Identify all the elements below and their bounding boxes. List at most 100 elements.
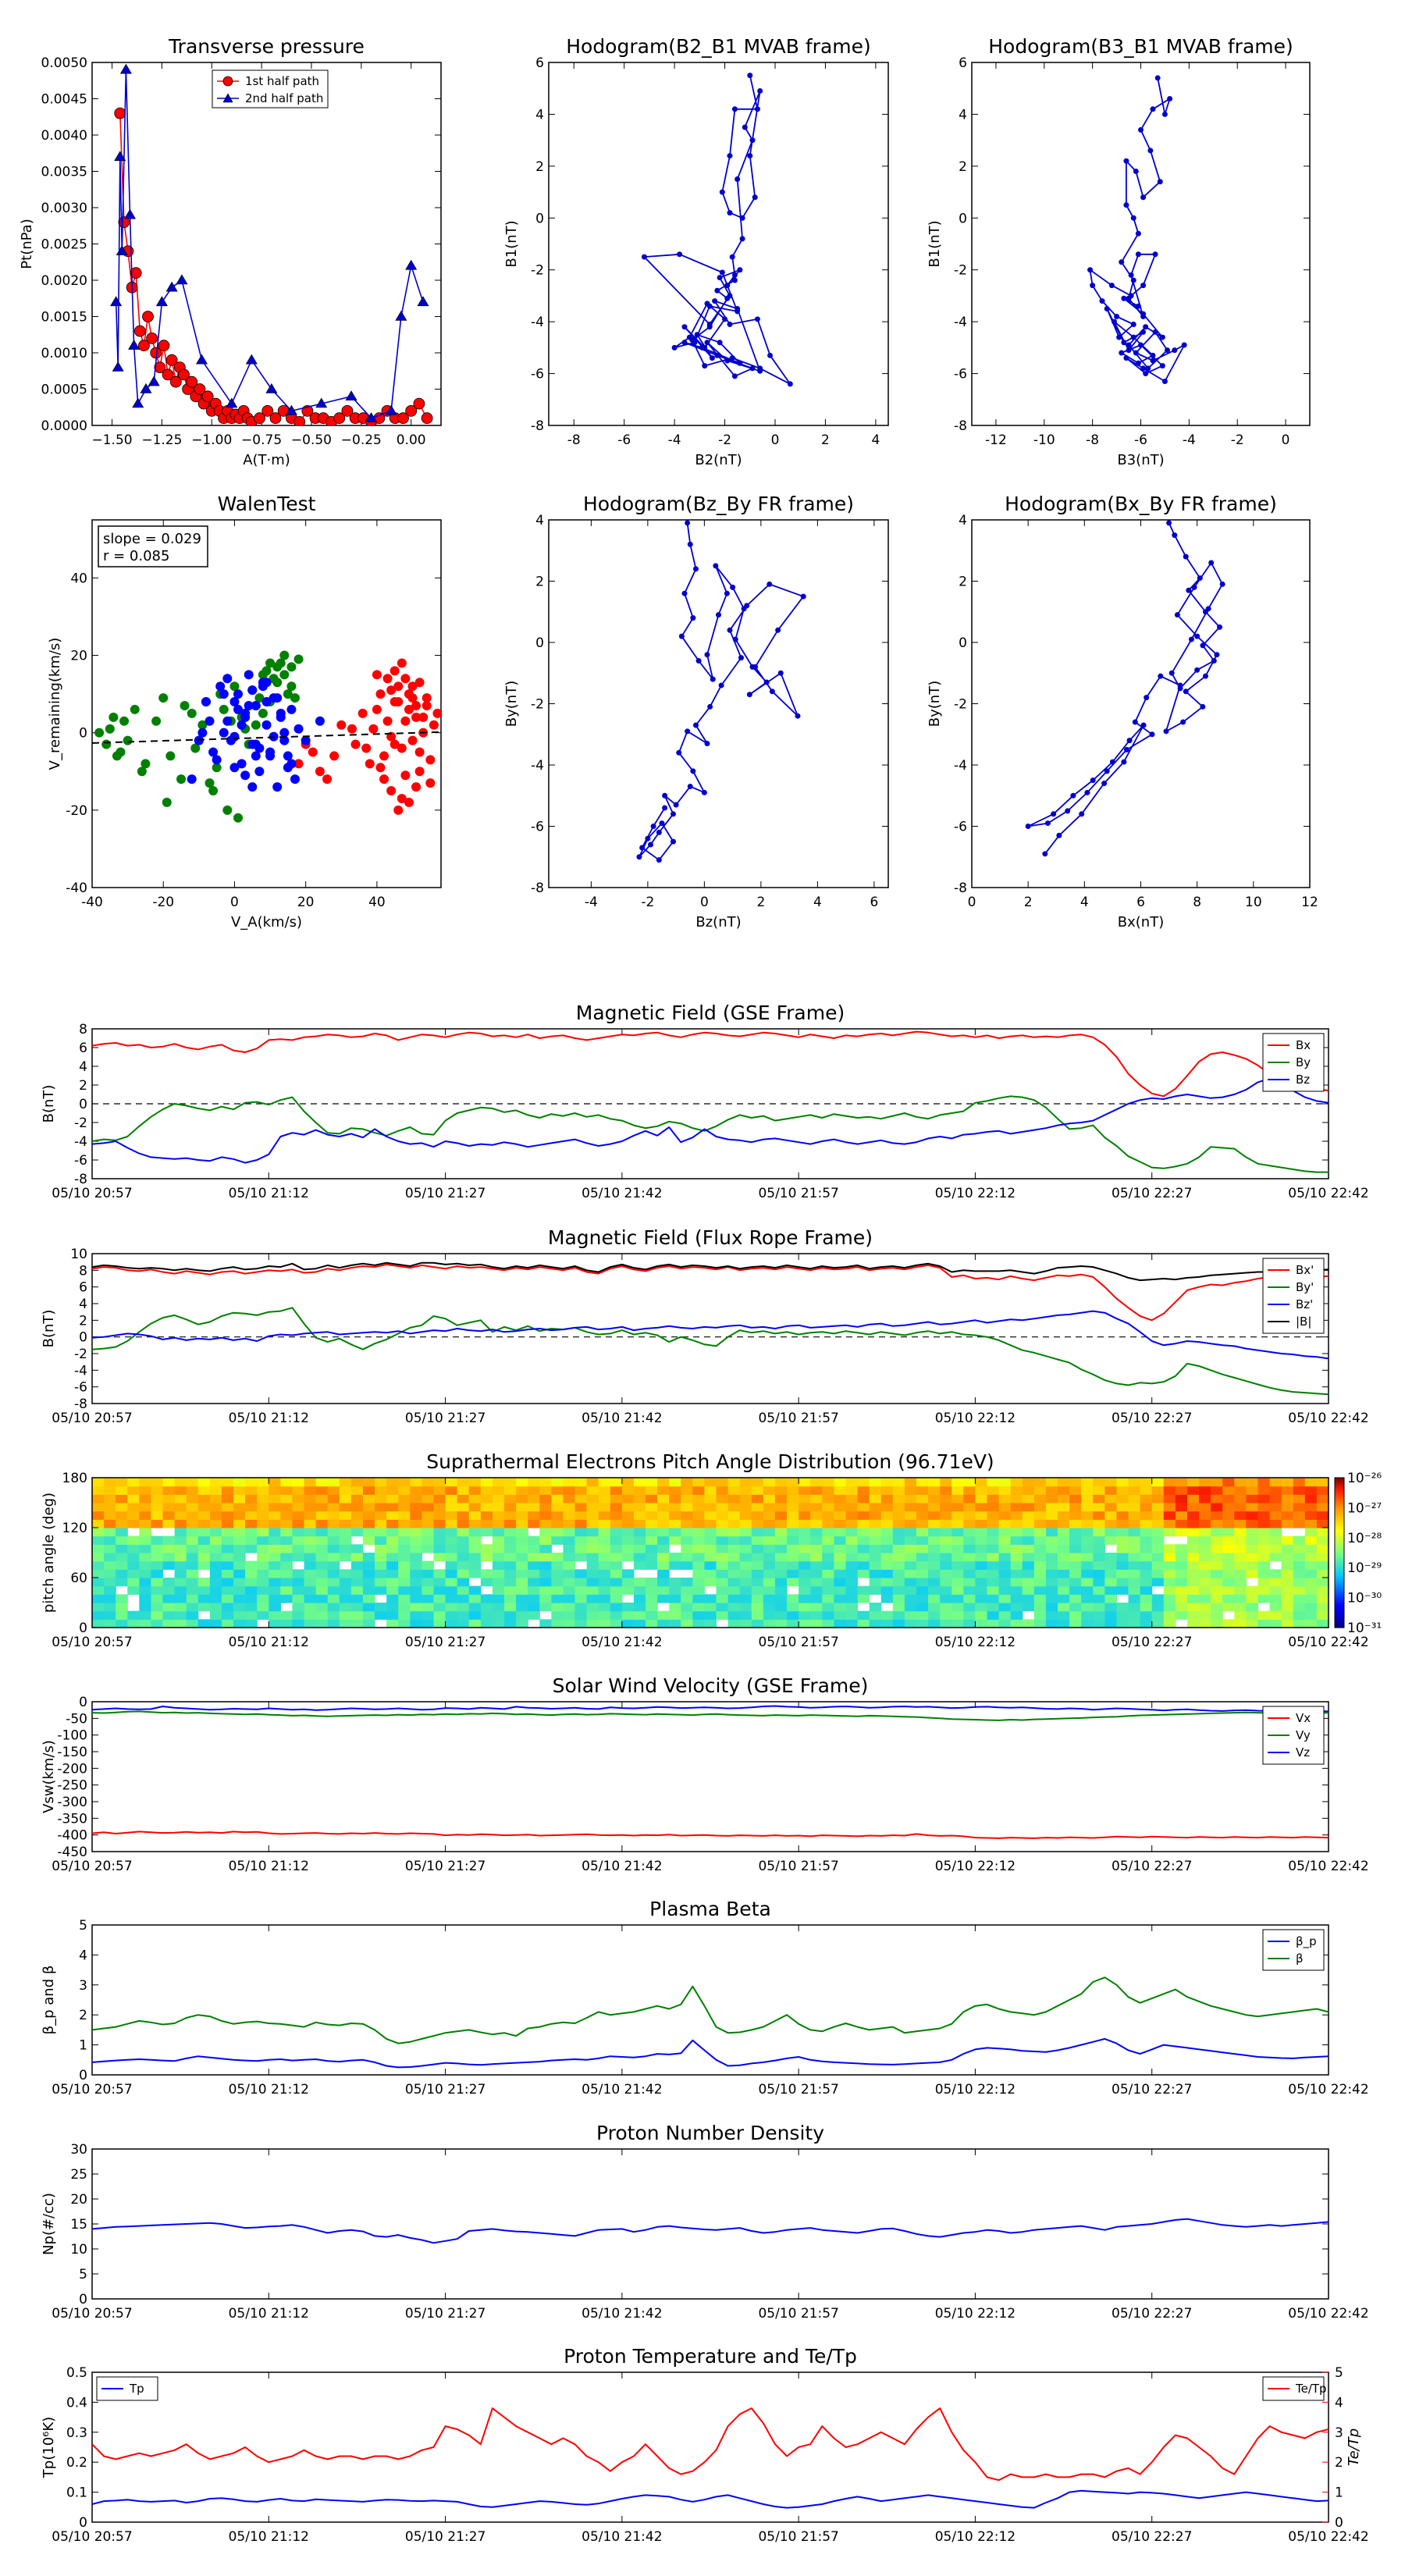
pad-cell xyxy=(386,1585,399,1595)
pad-cell xyxy=(1116,1544,1129,1553)
pad-cell xyxy=(174,1478,187,1487)
hBxBy-xtick-label: 0 xyxy=(968,895,976,910)
pad-cell xyxy=(787,1485,799,1495)
hBxBy-point xyxy=(1194,667,1200,673)
pad-cell xyxy=(681,1503,693,1512)
pad-cell xyxy=(92,1544,105,1553)
pad-cell xyxy=(516,1503,528,1512)
pad-cell xyxy=(350,1578,364,1587)
pad-colorbar-segment xyxy=(1335,1594,1344,1597)
pad-cell xyxy=(468,1503,482,1512)
hBxBy-point xyxy=(1166,520,1172,526)
pad-cell xyxy=(1081,1619,1094,1628)
pad-cell xyxy=(292,1578,305,1587)
pad-cell xyxy=(598,1610,611,1620)
walen-ytick-label: 20 xyxy=(70,649,87,664)
pad-cell xyxy=(716,1569,729,1578)
pad-cell xyxy=(492,1510,505,1520)
hBzBy-point xyxy=(681,590,688,596)
pad-cell xyxy=(539,1519,552,1528)
hBzBy-point xyxy=(650,824,656,829)
walen-point xyxy=(279,728,290,738)
pad-cell xyxy=(857,1485,870,1495)
pad-cell xyxy=(1128,1478,1141,1487)
pad-cell xyxy=(304,1619,317,1628)
pad-cell xyxy=(539,1494,552,1503)
pad-ytick-label: 180 xyxy=(62,1471,87,1486)
pad-cell xyxy=(245,1528,258,1537)
pad-cell xyxy=(1081,1478,1094,1487)
pad-cell xyxy=(516,1578,528,1587)
pad-cell xyxy=(292,1494,305,1503)
pad-cell xyxy=(951,1478,964,1487)
pad-cell xyxy=(492,1619,505,1628)
pad-cell xyxy=(233,1578,246,1587)
hB2B1-point xyxy=(724,295,731,301)
pad-cell xyxy=(669,1619,681,1628)
pad-cell xyxy=(869,1478,882,1487)
pad-cell xyxy=(1140,1485,1153,1495)
magGSE-ytick-label: 4 xyxy=(79,1059,87,1075)
pad-cell xyxy=(386,1560,399,1570)
pad-cell xyxy=(704,1528,717,1537)
pad-cell xyxy=(1033,1544,1047,1553)
pad-cell xyxy=(1316,1485,1329,1495)
pad-cell xyxy=(233,1553,246,1562)
pad-cell xyxy=(1104,1619,1118,1628)
walen-point xyxy=(254,693,265,703)
pad-cell xyxy=(1058,1519,1070,1528)
pad-cell xyxy=(116,1485,128,1495)
pad-cell xyxy=(998,1553,1012,1562)
pad-cell xyxy=(245,1603,258,1612)
pad-cell xyxy=(1222,1535,1235,1545)
walen-point xyxy=(397,793,407,803)
pad-cell xyxy=(1081,1485,1094,1495)
pad-cell xyxy=(1257,1528,1271,1537)
pad-cell xyxy=(904,1494,917,1503)
hBxBy-ytick-label: 4 xyxy=(959,513,967,528)
pad-cell xyxy=(551,1610,564,1620)
pad-cell xyxy=(1022,1510,1035,1520)
walen-point xyxy=(112,751,122,761)
pad-cell xyxy=(257,1569,269,1578)
hBxBy-point xyxy=(1205,606,1211,612)
pad-cell xyxy=(975,1510,988,1520)
hBxBy-point xyxy=(1025,824,1031,829)
walen-point xyxy=(187,708,197,718)
walen-point xyxy=(165,751,176,761)
walen-point xyxy=(247,782,258,792)
walen-point xyxy=(105,724,115,734)
pad-cell xyxy=(869,1569,882,1578)
pad-cell xyxy=(197,1478,211,1487)
pad-cell xyxy=(904,1503,917,1512)
pad-cell xyxy=(104,1619,116,1628)
hBxBy-point xyxy=(1183,688,1189,695)
tpT-ytick-label: 0.2 xyxy=(66,2455,87,2471)
chart-hBzBy: Hodogram(Bz_By FR frame)-4 -2 0 2 4 6-8-6-4-2… xyxy=(503,493,889,930)
magGSE-series-Bx xyxy=(92,1030,1329,1098)
pad-cell xyxy=(799,1553,811,1562)
pad-colorbar-segment xyxy=(1335,1478,1344,1480)
pad-cell xyxy=(350,1610,364,1620)
pad-cell xyxy=(139,1535,152,1545)
pad-cell xyxy=(362,1528,375,1537)
walen-point xyxy=(283,689,293,699)
pad-cell xyxy=(151,1569,164,1578)
pad-cell xyxy=(928,1585,941,1595)
pad-cell xyxy=(398,1544,411,1553)
pad-cell xyxy=(257,1478,269,1487)
pad-cell xyxy=(350,1485,364,1495)
beta-xtick-label: 05/10 20:57 xyxy=(52,2082,132,2097)
pad-cell xyxy=(1269,1585,1282,1595)
pad-cell xyxy=(516,1585,528,1595)
pad-cell xyxy=(834,1485,847,1495)
pad-cell xyxy=(186,1569,199,1578)
pad-cell xyxy=(834,1503,847,1512)
pad-cell xyxy=(151,1478,164,1487)
pad-cell xyxy=(327,1485,340,1495)
pad-cell xyxy=(1281,1519,1294,1528)
tp-xtick-label: 0.00 xyxy=(397,432,426,448)
pad-cell xyxy=(916,1478,929,1487)
hBxBy-point xyxy=(1208,560,1215,566)
pad-cell xyxy=(657,1610,670,1620)
